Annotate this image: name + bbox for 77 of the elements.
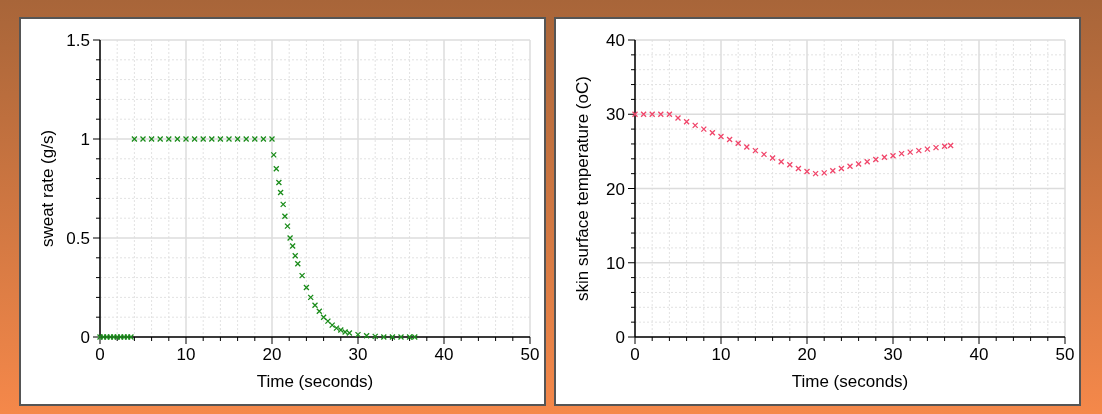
point: [717, 133, 725, 140]
point: [631, 111, 639, 118]
point: [881, 154, 888, 161]
point: [320, 314, 327, 321]
point: [174, 135, 181, 143]
point: [700, 125, 707, 133]
y-axis-title: skin surface temperature (oC): [573, 76, 592, 301]
point: [821, 169, 828, 177]
x-tick-label: 50: [1055, 345, 1075, 364]
point: [743, 143, 750, 151]
x-tick-label: 0: [95, 345, 105, 364]
point: [769, 154, 776, 162]
x-tick-label: 10: [176, 345, 196, 364]
point: [726, 136, 733, 143]
x-tick-label: 30: [348, 345, 368, 364]
point: [275, 179, 283, 186]
point: [666, 111, 673, 118]
point: [280, 201, 287, 208]
y-tick-label: 0: [80, 328, 90, 347]
x-tick-label: 40: [434, 345, 454, 364]
x-tick-label: 50: [520, 345, 540, 364]
point: [131, 135, 138, 143]
point: [354, 331, 362, 338]
point: [915, 147, 922, 154]
point: [829, 167, 836, 174]
point: [846, 163, 854, 170]
y-tick-label: 20: [606, 179, 625, 199]
point: [889, 152, 897, 159]
point: [303, 284, 310, 291]
point: [260, 135, 267, 143]
point: [907, 148, 914, 156]
point: [157, 135, 164, 143]
point: [380, 333, 387, 341]
y-tick-label: 30: [606, 105, 625, 125]
x-tick-label: 10: [711, 345, 731, 364]
point: [234, 135, 241, 143]
x-tick-label: 0: [630, 345, 640, 364]
y-axis-title: sweat rate (g/s): [38, 129, 57, 248]
point: [217, 135, 224, 143]
y-tick-label: 0: [615, 328, 625, 347]
point: [281, 213, 289, 220]
point: [363, 332, 370, 339]
point: [243, 135, 250, 143]
point: [872, 156, 879, 163]
point: [640, 111, 647, 118]
x-tick-label: 20: [262, 345, 282, 364]
x-tick-label: 20: [797, 345, 817, 364]
point: [251, 135, 258, 143]
point: [298, 272, 306, 279]
point: [803, 168, 811, 175]
point: [333, 324, 340, 332]
x-tick-label: 40: [969, 345, 989, 364]
y-tick-label: 1: [80, 130, 90, 149]
point: [148, 135, 155, 143]
point: [692, 122, 699, 129]
y-tick-label: 40: [606, 31, 625, 50]
point: [932, 144, 940, 151]
point: [329, 321, 336, 329]
point: [289, 242, 296, 250]
point: [200, 135, 207, 143]
y-tick-label: 0.5: [66, 229, 90, 248]
point: [208, 135, 215, 143]
x-tick-label: 30: [883, 345, 903, 364]
point: [270, 151, 277, 158]
point: [165, 135, 172, 143]
y-tick-label: 1.5: [66, 31, 90, 50]
point: [191, 135, 198, 143]
point: [311, 302, 319, 309]
x-axis-title: Time (seconds): [791, 372, 909, 391]
point: [709, 129, 716, 136]
point: [307, 294, 314, 301]
x-axis-title: Time (seconds): [256, 372, 374, 391]
point: [924, 146, 931, 153]
point: [855, 160, 862, 168]
point: [760, 151, 768, 158]
y-tick-label: 10: [606, 253, 625, 273]
point: [284, 222, 291, 230]
